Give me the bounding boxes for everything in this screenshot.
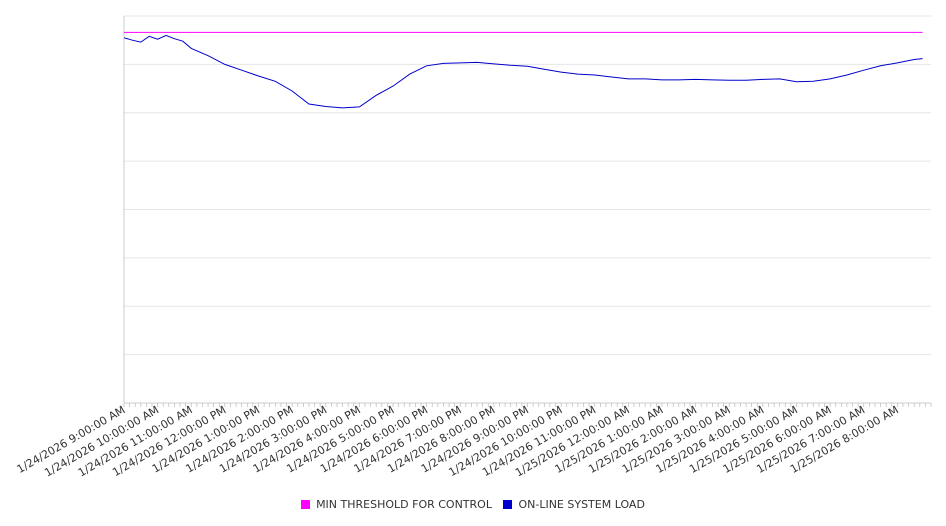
grid-lines xyxy=(124,15,931,356)
system-load-line xyxy=(123,34,923,109)
legend-swatch-threshold xyxy=(301,500,311,509)
x-axis-minor-ticks xyxy=(123,403,932,407)
x-axis-tick-labels: 1/24/2026 9:00:00 AM1/24/2026 10:00:00 A… xyxy=(15,403,901,479)
legend-item-threshold[interactable]: MIN THRESHOLD FOR CONTROL xyxy=(301,498,492,511)
legend-item-system-load[interactable]: ON-LINE SYSTEM LOAD xyxy=(503,498,645,511)
legend: MIN THRESHOLD FOR CONTROL ON-LINE SYSTEM… xyxy=(0,498,946,512)
legend-label-system-load: ON-LINE SYSTEM LOAD xyxy=(518,498,645,511)
series-layer xyxy=(123,31,923,109)
legend-swatch-system-load xyxy=(503,500,513,509)
legend-label-threshold: MIN THRESHOLD FOR CONTROL xyxy=(316,498,492,511)
